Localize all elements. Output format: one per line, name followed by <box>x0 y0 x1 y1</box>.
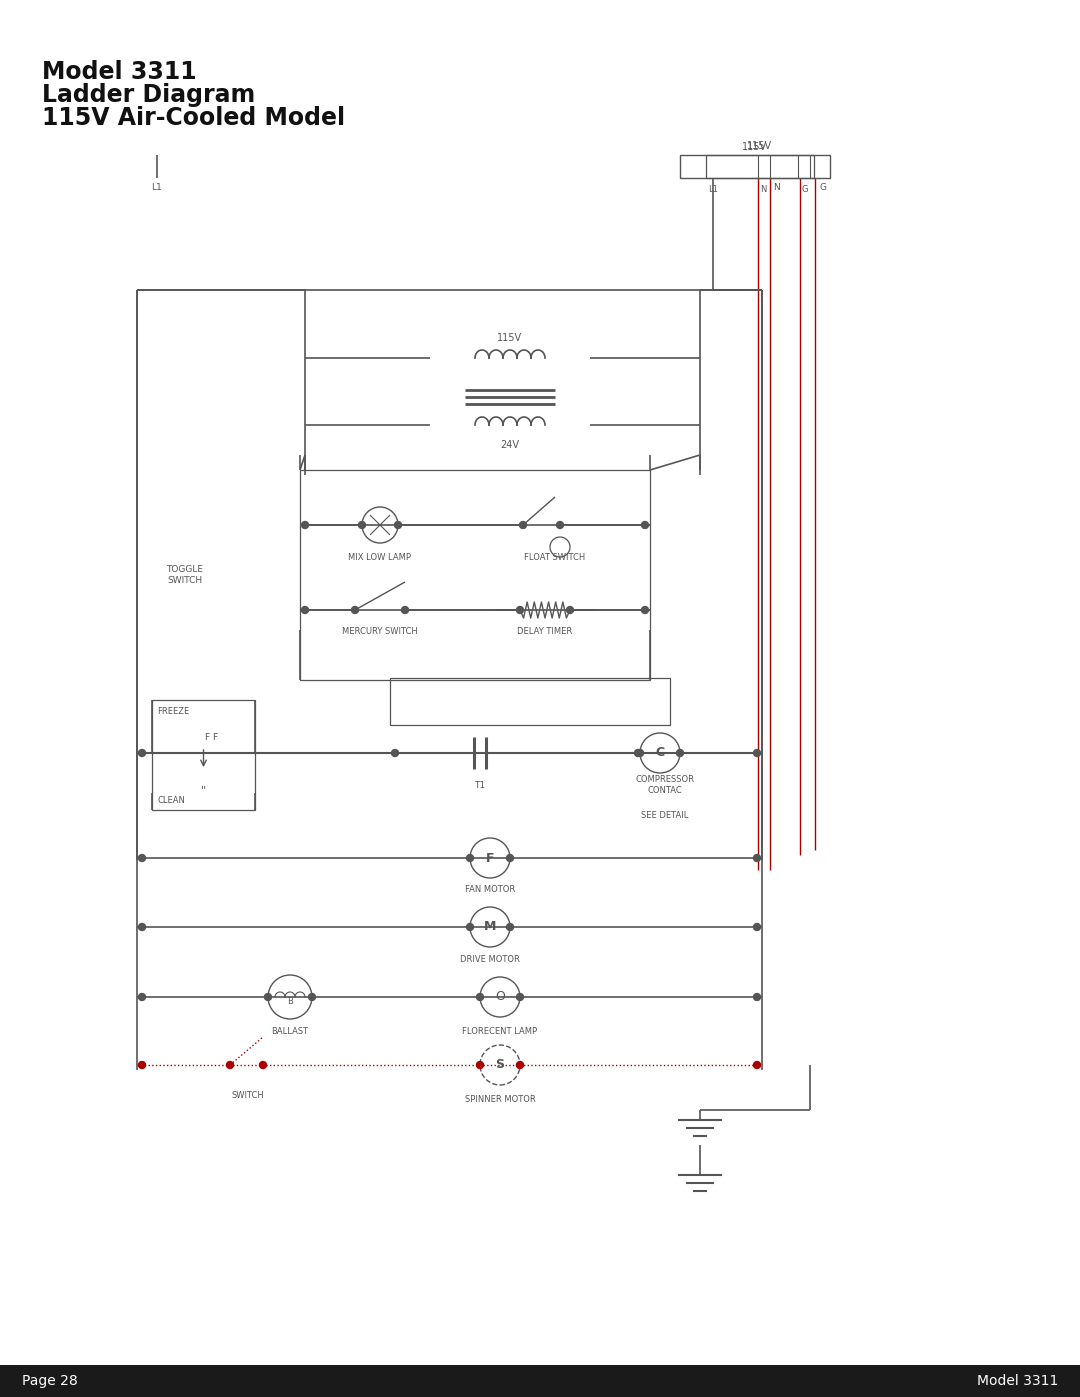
Circle shape <box>138 750 146 757</box>
Circle shape <box>516 1062 524 1069</box>
Circle shape <box>138 1062 146 1069</box>
Text: FREEZE: FREEZE <box>157 707 189 717</box>
Circle shape <box>516 993 524 1000</box>
Circle shape <box>265 993 271 1000</box>
Text: SPINNER MOTOR: SPINNER MOTOR <box>464 1095 536 1105</box>
Bar <box>300 469 650 680</box>
Circle shape <box>301 521 309 528</box>
Circle shape <box>556 521 564 528</box>
Text: MIX LOW LAMP: MIX LOW LAMP <box>349 552 411 562</box>
Circle shape <box>467 855 473 862</box>
Text: B: B <box>287 997 293 1006</box>
Text: SWITCH: SWITCH <box>231 1091 265 1099</box>
Circle shape <box>507 923 513 930</box>
Text: Page 28: Page 28 <box>22 1375 78 1389</box>
Text: O: O <box>495 990 505 1003</box>
Text: ": " <box>201 785 206 795</box>
Circle shape <box>394 521 402 528</box>
Circle shape <box>138 855 146 862</box>
Text: MERCURY SWITCH: MERCURY SWITCH <box>342 627 418 637</box>
Bar <box>0 1365 1080 1397</box>
Circle shape <box>138 923 146 930</box>
Text: S: S <box>496 1059 504 1071</box>
Circle shape <box>754 855 760 862</box>
Circle shape <box>301 606 309 613</box>
Text: DELAY TIMER: DELAY TIMER <box>517 627 572 637</box>
Circle shape <box>516 606 524 613</box>
Bar <box>706 155 814 177</box>
Text: FLOAT SWITCH: FLOAT SWITCH <box>525 552 585 562</box>
Circle shape <box>507 855 513 862</box>
Circle shape <box>754 923 760 930</box>
Text: T1: T1 <box>474 781 486 789</box>
Bar <box>390 678 670 725</box>
Text: 115V Air-Cooled Model: 115V Air-Cooled Model <box>42 106 346 130</box>
Text: 115V: 115V <box>742 142 768 152</box>
Bar <box>680 155 831 177</box>
Text: G: G <box>801 184 808 194</box>
Text: C: C <box>656 746 664 760</box>
Text: Ladder Diagram: Ladder Diagram <box>42 82 255 108</box>
Circle shape <box>676 750 684 757</box>
Circle shape <box>754 750 760 757</box>
Circle shape <box>309 993 315 1000</box>
Text: FAN MOTOR: FAN MOTOR <box>464 886 515 894</box>
Text: TOGGLE
SWITCH: TOGGLE SWITCH <box>166 566 203 585</box>
Text: G: G <box>820 183 826 193</box>
Circle shape <box>642 521 648 528</box>
Circle shape <box>227 1062 233 1069</box>
Circle shape <box>259 1062 267 1069</box>
Circle shape <box>359 521 365 528</box>
Circle shape <box>391 750 399 757</box>
Text: 115V: 115V <box>747 141 772 151</box>
Circle shape <box>402 606 408 613</box>
Text: 115V: 115V <box>498 332 523 344</box>
Circle shape <box>138 993 146 1000</box>
Circle shape <box>754 993 760 1000</box>
Text: N: N <box>760 184 766 194</box>
Circle shape <box>476 1062 484 1069</box>
Text: CLEAN: CLEAN <box>157 796 185 805</box>
Text: COMPRESSOR
CONTAC: COMPRESSOR CONTAC <box>635 775 694 795</box>
Circle shape <box>567 606 573 613</box>
Text: Model 3311: Model 3311 <box>42 60 197 84</box>
Text: F: F <box>486 852 495 865</box>
Bar <box>152 700 255 810</box>
Circle shape <box>476 993 484 1000</box>
Text: L1: L1 <box>151 183 162 193</box>
Circle shape <box>636 750 644 757</box>
Circle shape <box>351 606 359 613</box>
Circle shape <box>642 606 648 613</box>
Text: Model 3311: Model 3311 <box>976 1375 1058 1389</box>
Text: F F: F F <box>205 732 218 742</box>
Circle shape <box>467 923 473 930</box>
Circle shape <box>519 521 527 528</box>
Text: N: N <box>773 183 781 193</box>
Text: FLORECENT LAMP: FLORECENT LAMP <box>462 1028 538 1037</box>
Text: M: M <box>484 921 496 933</box>
Text: SEE DETAIL: SEE DETAIL <box>642 810 689 820</box>
Circle shape <box>754 1062 760 1069</box>
Text: 24V: 24V <box>500 440 519 450</box>
Text: L1: L1 <box>708 184 718 194</box>
Circle shape <box>635 750 642 757</box>
Text: DRIVE MOTOR: DRIVE MOTOR <box>460 954 519 964</box>
Text: BALLAST: BALLAST <box>271 1028 309 1037</box>
